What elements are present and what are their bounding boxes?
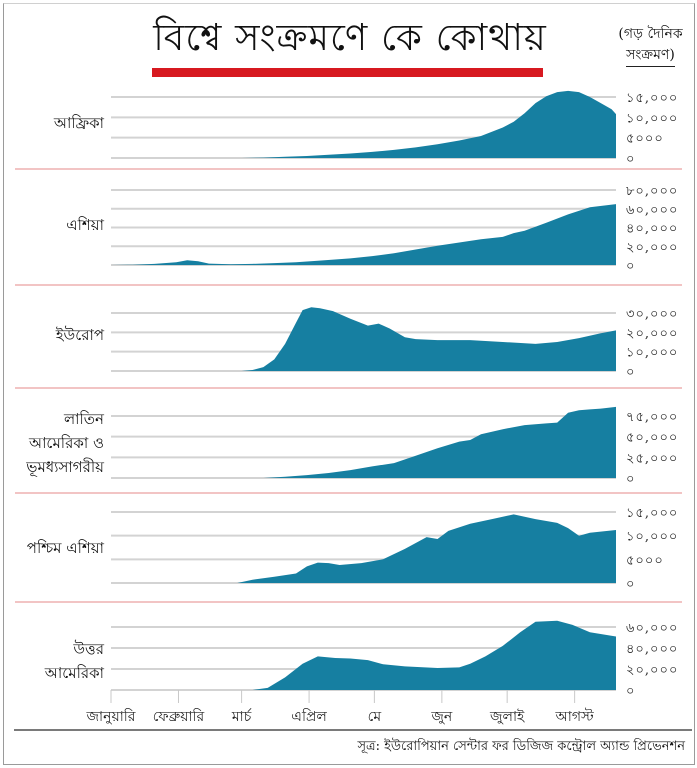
y-tick-label: ২৫,০০০ — [626, 451, 678, 466]
y-tick-label: ৪০,০০০ — [626, 222, 678, 237]
area-series-2 — [111, 204, 616, 265]
region-label: ইউরোপ — [55, 326, 105, 344]
region-label: উত্তর — [72, 640, 104, 658]
chart-frame — [3, 3, 695, 765]
y-tick-label: ০ — [626, 472, 635, 487]
footer-rule — [14, 729, 692, 731]
x-tick-label: আগস্ট — [555, 708, 595, 725]
y-tick-label: ২০,০০০ — [626, 240, 678, 255]
y-tick-label: ০ — [626, 684, 635, 699]
unit-note-line2: সংক্রমণ) — [626, 45, 675, 67]
region-label: পশ্চিম এশিয়া — [27, 539, 105, 557]
y-tick-label: ১৫,০০০ — [626, 91, 678, 106]
source-note: সূত্র: ইউরোপিয়ান সেন্টার ফর ডিজিজ কন্ট্… — [357, 739, 685, 754]
y-tick-label: ৪০,০০০ — [626, 642, 678, 657]
y-tick-label: ৫০০০ — [626, 132, 664, 147]
y-tick-label: ২০,০০০ — [626, 663, 678, 678]
x-tick-label: জানুয়ারি — [86, 708, 136, 725]
y-tick-label: ০ — [626, 152, 635, 167]
area-series-4 — [111, 406, 616, 478]
y-tick-label: ০ — [626, 365, 635, 380]
y-tick-label: ১০,০০০ — [626, 111, 678, 126]
area-series-5 — [111, 514, 616, 583]
y-tick-label: ৭৫,০০০ — [626, 410, 678, 425]
x-tick-label: মার্চ — [231, 708, 252, 725]
x-tick-label: জুলাই — [489, 708, 525, 725]
area-series-1 — [111, 90, 616, 158]
y-tick-label: ৮০,০০০ — [626, 184, 678, 199]
area-series-6 — [111, 620, 616, 690]
area-series-3 — [111, 307, 616, 371]
title-underline-bar — [152, 68, 543, 77]
region-label: লাতিন — [63, 410, 105, 428]
region-label: আমেরিকা ও — [28, 434, 104, 452]
y-tick-label: ০ — [626, 259, 635, 274]
chart-title: বিশ্বে সংক্রমণে কে কোথায় — [153, 16, 547, 59]
x-tick-label: এপ্রিল — [291, 708, 327, 725]
y-tick-label: ০ — [626, 577, 635, 592]
region-label: আমেরিকা — [44, 664, 105, 682]
y-tick-label: ৬০,০০০ — [626, 203, 678, 218]
y-tick-label: ১৫,০০০ — [626, 506, 678, 521]
y-tick-label: ৩০,০০০ — [626, 307, 678, 322]
region-label: আফ্রিকা — [53, 114, 105, 132]
region-label: ভূমধ্যসাগরীয় — [25, 458, 105, 477]
y-tick-label: ৫০০০ — [626, 553, 664, 568]
y-tick-label: ১০,০০০ — [626, 346, 678, 361]
y-tick-label: ৫০,০০০ — [626, 431, 678, 446]
y-tick-label: ১০,০০০ — [626, 530, 678, 545]
region-label: এশিয়া — [66, 216, 104, 234]
x-tick-label: মে — [368, 709, 382, 725]
x-tick-label: ফেব্রুয়ারি — [153, 708, 205, 725]
x-tick-label: জুন — [430, 709, 453, 725]
y-tick-label: ৬০,০০০ — [626, 621, 678, 636]
unit-note: (গড় দৈনিক সংক্রমণ) — [604, 24, 697, 67]
unit-note-line1: (গড় দৈনিক — [618, 26, 683, 42]
y-tick-label: ২০,০০০ — [626, 326, 678, 341]
